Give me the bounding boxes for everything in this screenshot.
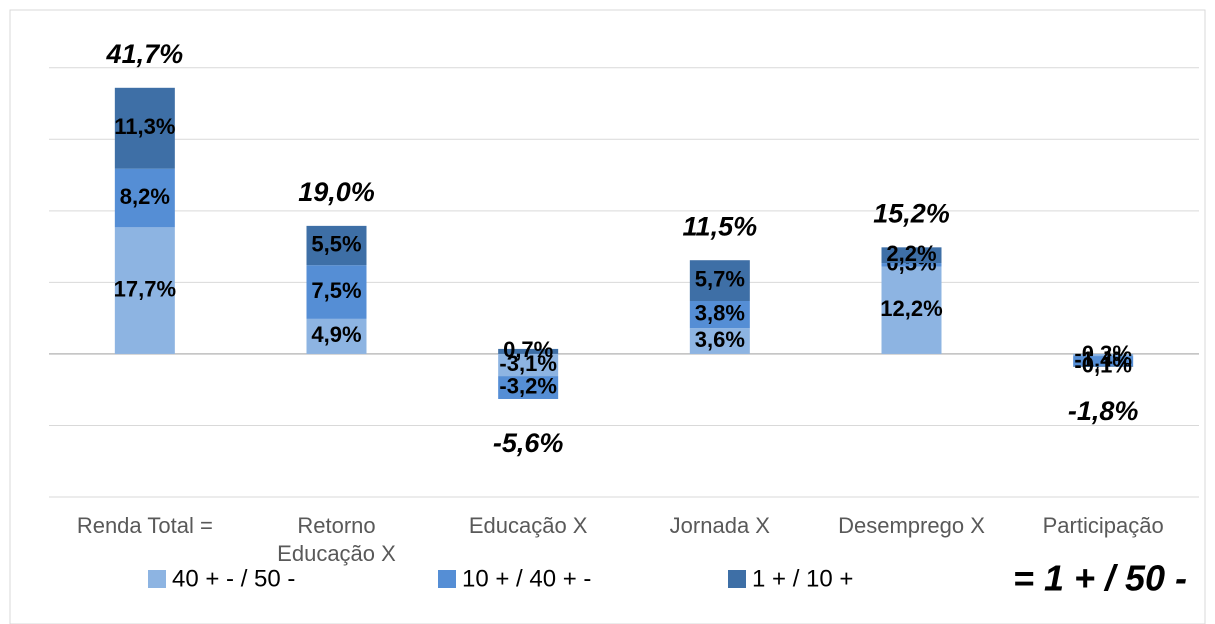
legend-label: 40 + - / 50 - [172, 565, 295, 592]
data-label: -3,1% [499, 351, 556, 376]
x-tick-label: Desemprego X [838, 513, 985, 538]
total-label: -5,6% [493, 428, 564, 458]
bar-segment [498, 348, 559, 354]
legend-label: 1 + / 10 + [752, 565, 853, 592]
data-label: 17,7% [114, 276, 176, 301]
bar-segment [114, 227, 175, 354]
data-label: 4,9% [311, 322, 361, 347]
frame [9, 9, 1206, 624]
data-label: 2,2% [886, 241, 936, 266]
legend-swatch [148, 570, 166, 588]
legend-swatch [728, 570, 746, 588]
bar-segment [1073, 366, 1134, 367]
total-label: 41,7% [106, 39, 184, 69]
bar-segment [689, 300, 750, 329]
data-label: 8,2% [120, 184, 170, 209]
x-tick-label: Educação X [468, 513, 588, 538]
data-label: -0,1% [1074, 352, 1131, 377]
legend-label: 10 + / 40 + - [462, 565, 591, 592]
x-tick-label: Renda Total = [76, 513, 213, 538]
annotation: = 1 + / 50 - [1013, 558, 1187, 599]
bar-segment [114, 87, 175, 169]
total-label: 15,2% [873, 198, 950, 228]
data-label: 7,5% [311, 278, 361, 303]
bar-segment [114, 168, 175, 228]
bar-segment [881, 247, 942, 264]
bar-segment [1073, 356, 1134, 367]
x-tick-label: Retorno Educação X [277, 513, 396, 566]
data-label: 11,3% [114, 114, 175, 139]
x-tick-label: Participação [1042, 513, 1164, 538]
bar-segment [306, 265, 367, 319]
total-label: -1,8% [1068, 396, 1139, 426]
bar-segment [306, 318, 367, 354]
bar-segment [498, 376, 559, 399]
bar-segment [881, 266, 942, 354]
data-label: -1,4% [1074, 347, 1131, 372]
bar-segment [689, 260, 750, 301]
data-label: 3,8% [695, 300, 745, 325]
data-label: 3,6% [695, 327, 745, 352]
x-tick-label: Jornada X [669, 513, 770, 538]
bar-segment [1073, 353, 1134, 357]
data-label: 5,7% [695, 266, 745, 291]
total-label: 19,0% [298, 177, 375, 207]
bar-segment [498, 353, 559, 377]
bar-segment [689, 328, 750, 354]
data-label: 12,2% [880, 296, 942, 321]
data-label: -3,2% [499, 373, 556, 398]
data-label: 5,5% [311, 231, 361, 256]
data-label: 0,7% [503, 337, 553, 362]
legend-swatch [438, 570, 456, 588]
total-label: 11,5% [683, 211, 758, 241]
bar-segment [881, 263, 942, 267]
bar-segment [306, 225, 367, 266]
